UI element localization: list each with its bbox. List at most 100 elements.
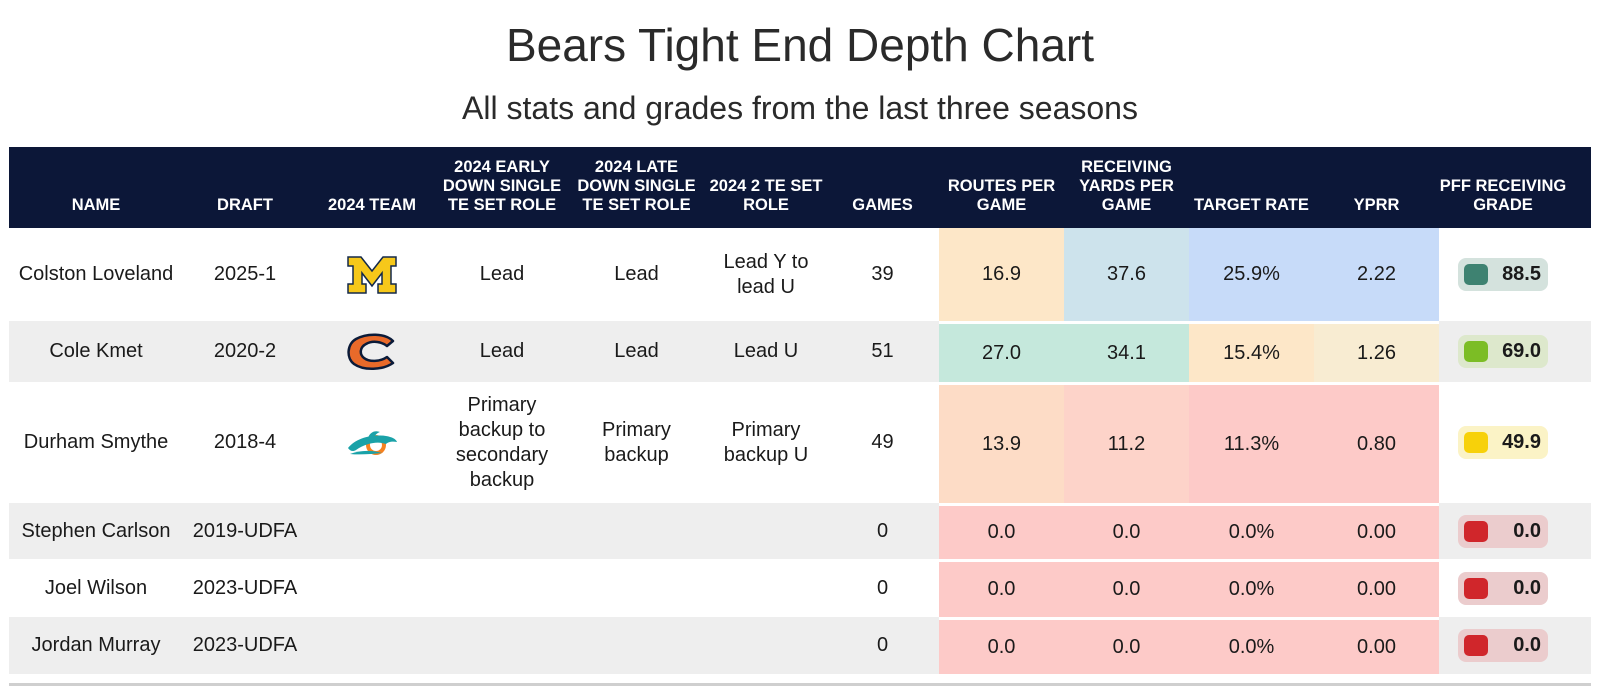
grade-badge: 69.0 bbox=[1458, 335, 1548, 368]
pff-grade-cell: 0.0 bbox=[1439, 503, 1567, 559]
player-name: Jordan Murray bbox=[31, 634, 161, 656]
grade-value: 49.9 bbox=[1502, 431, 1541, 453]
late-down-role bbox=[567, 503, 706, 559]
chart-subtitle: All stats and grades from the last three… bbox=[462, 90, 1138, 126]
receiving-yards-per-game: 0.0 bbox=[1064, 617, 1189, 674]
header-name: NAME bbox=[71, 196, 121, 214]
player-name: Durham Smythe bbox=[23, 431, 169, 453]
depth-chart-table: NAME DRAFT 2024 TEAM 2024 EARLY DOWN SIN… bbox=[9, 147, 1591, 674]
chart-title: Bears Tight End Depth Chart bbox=[505, 19, 1095, 71]
two-te-role bbox=[706, 617, 826, 674]
header-draft: DRAFT bbox=[217, 196, 273, 214]
early-down-role bbox=[437, 559, 567, 617]
early-down-role bbox=[437, 617, 567, 674]
grade-value: 88.5 bbox=[1502, 263, 1541, 285]
header-two-te-role: 2024 2 TE SET ROLE bbox=[709, 177, 823, 214]
yprr-value: 0.80 bbox=[1314, 382, 1439, 503]
routes-per-game: 16.9 bbox=[939, 228, 1064, 321]
team-logo bbox=[307, 503, 437, 559]
grade-color-icon bbox=[1464, 577, 1488, 599]
header-early-down-role: 2024 EARLY DOWN SINGLE TE SET ROLE bbox=[442, 158, 562, 214]
yprr-value: 0.00 bbox=[1314, 503, 1439, 559]
player-name: Stephen Carlson bbox=[21, 519, 171, 542]
header-team: 2024 TEAM bbox=[327, 196, 417, 214]
team-logo bbox=[307, 321, 437, 382]
two-te-role: Lead U bbox=[733, 340, 799, 362]
table-row: Durham Smythe 2018-4 Primary backup to sec… bbox=[9, 382, 1591, 503]
draft-value: 2023-UDFA bbox=[192, 634, 298, 656]
grade-color-icon bbox=[1464, 432, 1488, 453]
grade-value: 0.0 bbox=[1513, 634, 1541, 656]
two-te-role: Lead Y to lead U bbox=[723, 250, 809, 298]
games-value: 51 bbox=[871, 340, 894, 362]
yprr-value: 0.00 bbox=[1314, 559, 1439, 617]
draft-value: 2020-2 bbox=[213, 340, 277, 362]
games-value: 0 bbox=[876, 519, 889, 542]
routes-per-game: 27.0 bbox=[939, 321, 1064, 382]
yprr-value: 0.00 bbox=[1314, 617, 1439, 674]
header-target-rate: TARGET RATE bbox=[1194, 196, 1309, 214]
pff-grade-cell: 88.5 bbox=[1439, 228, 1567, 321]
routes-per-game: 0.0 bbox=[939, 503, 1064, 559]
table-row: Jordan Murray 2023-UDFA 0 0.0 0.0 0.0% 0.00 0.0 bbox=[9, 617, 1591, 674]
grade-badge: 49.9 bbox=[1458, 426, 1548, 459]
table-body: Colston Loveland 2025-1 Lead Lead Lead Y to … bbox=[9, 228, 1591, 674]
header-games: GAMES bbox=[852, 196, 913, 214]
header-receiving-yards-per-game: RECEIVING YARDS PER GAME bbox=[1079, 158, 1174, 214]
yprr-value: 1.26 bbox=[1314, 321, 1439, 382]
grade-color-icon bbox=[1464, 341, 1488, 362]
two-te-role bbox=[706, 559, 826, 617]
pff-grade-cell: 0.0 bbox=[1439, 559, 1567, 617]
table-row: Cole Kmet 2020-2 Lead Lead Lead U 51 27.0 34.1 1… bbox=[9, 321, 1591, 382]
receiving-yards-per-game: 0.0 bbox=[1064, 503, 1189, 559]
games-value: 0 bbox=[876, 576, 889, 599]
target-rate: 0.0% bbox=[1189, 503, 1314, 559]
grade-badge: 88.5 bbox=[1458, 258, 1548, 291]
chicago-bears-logo-icon bbox=[347, 333, 395, 370]
table-row: Joel Wilson 2023-UDFA 0 0.0 0.0 0.0% 0.00 0.0 bbox=[9, 559, 1591, 617]
miami-dolphins-logo-icon bbox=[348, 430, 397, 455]
team-logo bbox=[307, 382, 437, 503]
routes-per-game: 0.0 bbox=[939, 617, 1064, 674]
team-logo bbox=[307, 617, 437, 674]
draft-value: 2023-UDFA bbox=[192, 576, 298, 599]
draft-value: 2019-UDFA bbox=[192, 519, 298, 542]
player-name: Joel Wilson bbox=[44, 576, 148, 599]
grade-badge: 0.0 bbox=[1458, 514, 1548, 548]
target-rate: 25.9% bbox=[1189, 228, 1314, 321]
header-pff-receiving-grade: PFF RECEIVING GRADE bbox=[1439, 177, 1567, 214]
routes-per-game: 0.0 bbox=[939, 559, 1064, 617]
header-routes-per-game: ROUTES PER GAME bbox=[947, 177, 1056, 214]
receiving-yards-per-game: 11.2 bbox=[1064, 382, 1189, 503]
receiving-yards-per-game: 34.1 bbox=[1064, 321, 1189, 382]
draft-value: 2025-1 bbox=[213, 263, 277, 285]
games-value: 39 bbox=[871, 263, 894, 285]
team-logo bbox=[307, 559, 437, 617]
table-row: Colston Loveland 2025-1 Lead Lead Lead Y to … bbox=[9, 228, 1591, 321]
grade-value: 69.0 bbox=[1502, 340, 1541, 362]
grade-color-icon bbox=[1464, 635, 1488, 656]
table-bottom-rule bbox=[9, 683, 1591, 686]
late-down-role: Lead bbox=[614, 340, 659, 362]
late-down-role: Lead bbox=[614, 263, 659, 285]
team-logo bbox=[307, 228, 437, 321]
pff-grade-cell: 69.0 bbox=[1439, 321, 1567, 382]
grade-badge: 0.0 bbox=[1458, 571, 1548, 605]
early-down-role bbox=[437, 503, 567, 559]
target-rate: 11.3% bbox=[1189, 382, 1314, 503]
grade-color-icon bbox=[1464, 520, 1488, 542]
target-rate: 0.0% bbox=[1189, 559, 1314, 617]
receiving-yards-per-game: 0.0 bbox=[1064, 559, 1189, 617]
receiving-yards-per-game: 37.6 bbox=[1064, 228, 1189, 321]
pff-grade-cell: 0.0 bbox=[1439, 617, 1567, 674]
target-rate: 0.0% bbox=[1189, 617, 1314, 674]
player-name: Cole Kmet bbox=[49, 340, 143, 362]
two-te-role: Primary backup U bbox=[723, 418, 809, 466]
header-late-down-role: 2024 LATE DOWN SINGLE TE SET ROLE bbox=[577, 158, 696, 214]
late-down-role bbox=[567, 617, 706, 674]
michigan-logo-icon bbox=[347, 255, 397, 294]
draft-value: 2018-4 bbox=[213, 431, 277, 453]
late-down-role: Primary backup bbox=[602, 418, 671, 466]
games-value: 49 bbox=[871, 431, 894, 453]
early-down-role: Lead bbox=[479, 263, 525, 285]
